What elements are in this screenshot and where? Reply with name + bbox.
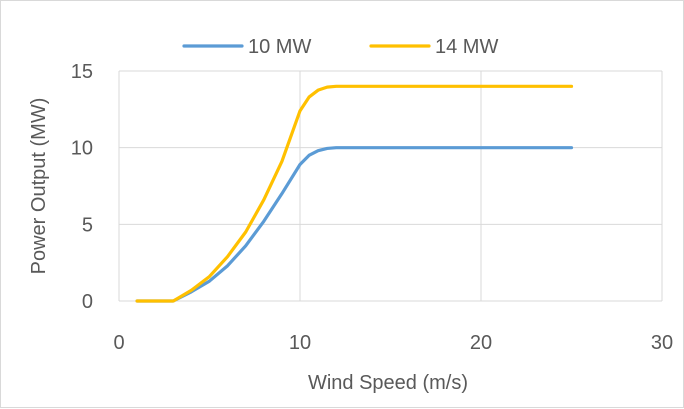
x-tick-label: 30 — [651, 332, 673, 354]
x-tick-label: 20 — [470, 332, 492, 354]
x-tick-label: 10 — [289, 332, 311, 354]
y-axis-title: Power Output (MW) — [28, 98, 50, 275]
series-line-14-mw — [135, 84, 574, 303]
legend-label: 14 MW — [435, 36, 498, 58]
x-tick-label: 0 — [113, 332, 124, 354]
y-tick-label: 15 — [71, 61, 93, 83]
series-lines — [135, 84, 574, 303]
tick-labels: 0 5 10 15 0 10 20 30 — [71, 61, 673, 354]
x-axis-title: Wind Speed (m/s) — [308, 372, 468, 394]
legend-label: 10 MW — [248, 36, 311, 58]
y-tick-label: 10 — [71, 138, 93, 160]
y-tick-label: 0 — [82, 291, 93, 313]
legend: 10 MW 14 MW — [182, 36, 498, 58]
y-tick-label: 5 — [82, 214, 93, 236]
gridlines — [118, 70, 663, 302]
